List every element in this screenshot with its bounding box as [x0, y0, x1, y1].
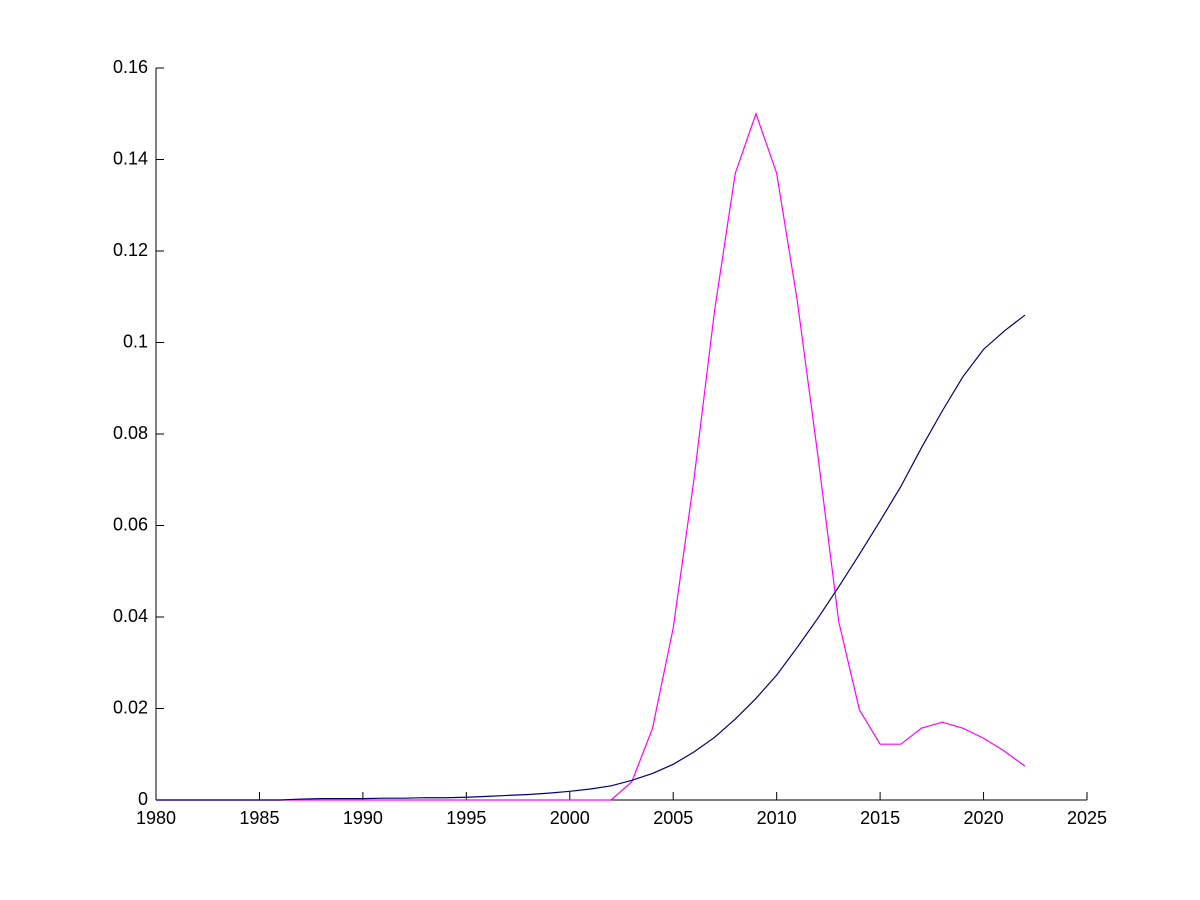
y-tick-label: 0.04 [113, 606, 148, 626]
x-tick-label: 2025 [1067, 808, 1107, 828]
x-tick-label: 2015 [860, 808, 900, 828]
y-tick-label: 0.14 [113, 148, 148, 168]
y-tick-label: 0.08 [113, 423, 148, 443]
x-tick-label: 1995 [446, 808, 486, 828]
y-tick-label: 0.12 [113, 240, 148, 260]
x-tick-label: 2000 [550, 808, 590, 828]
x-tick-label: 1990 [343, 808, 383, 828]
y-tick-label: 0.16 [113, 57, 148, 77]
x-tick-label: 1985 [239, 808, 279, 828]
x-tick-label: 2010 [757, 808, 797, 828]
y-tick-label: 0.1 [123, 331, 148, 351]
y-tick-label: 0 [138, 789, 148, 809]
y-tick-label: 0.06 [113, 514, 148, 534]
line-series [156, 111, 1026, 801]
x-tick-label: 1980 [136, 808, 176, 828]
x-tick-label: 2005 [653, 808, 693, 828]
line-series [156, 314, 1026, 801]
y-tick-label: 0.02 [113, 697, 148, 717]
x-tick-label: 2020 [964, 808, 1004, 828]
